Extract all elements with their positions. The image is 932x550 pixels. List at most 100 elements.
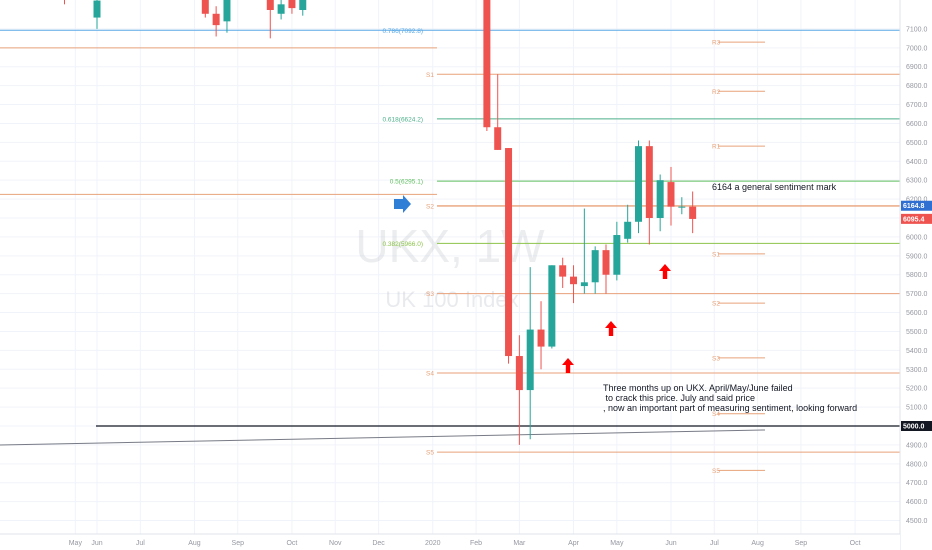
candle-down — [201, 0, 209, 14]
time-tick-label: May — [69, 540, 83, 547]
candle-down — [570, 276, 578, 285]
candle-down — [266, 0, 274, 10]
time-axis-background — [0, 534, 900, 550]
candle-down — [537, 329, 545, 347]
pivot-label: S5 — [426, 450, 434, 457]
candle-down — [505, 148, 513, 357]
fib-label: 0.786(7092.8) — [383, 28, 423, 35]
candle-up — [678, 206, 686, 208]
time-tick-label: Jul — [136, 540, 145, 547]
time-tick-label: Feb — [470, 540, 482, 547]
candle-up — [591, 250, 599, 283]
price-tick-label: 6300.0 — [906, 178, 928, 185]
candle-up — [93, 0, 101, 18]
candle-down — [515, 356, 523, 391]
candles-layer — [64, 0, 697, 445]
price-tick-label: 5600.0 — [906, 310, 928, 317]
pivot-label: S4 — [426, 371, 434, 378]
time-tick-label: Mar — [513, 540, 526, 547]
level-lines-layer: S1 S2 S3 S4 S5 R3 R2 R1 S1 S2 S3 S4 S5 0.786(7092.8) 0… — [0, 28, 900, 475]
time-tick-label: Aug — [188, 540, 201, 547]
pivot-label-right: R2 — [712, 89, 721, 96]
candle-up — [613, 235, 621, 275]
current-price-badge-bg — [901, 200, 932, 211]
pivot-label: S2 — [426, 204, 434, 211]
fib-label: 0.618(6624.2) — [383, 116, 423, 123]
price-tick-label: 5700.0 — [906, 291, 928, 298]
pivot-label-right: S1 — [712, 251, 720, 258]
candle-up — [635, 146, 642, 222]
price-tick-label: 4500.0 — [906, 518, 928, 525]
price-axis[interactable]: 4500.0 4600.0 4700.0 4800.0 4900.0 5000.0 5100… — [899, 0, 932, 550]
time-tick-label: Oct — [850, 540, 861, 547]
price-tick-label: 5100.0 — [906, 405, 928, 412]
candle-down — [602, 250, 610, 275]
pivot-label-right: S3 — [712, 355, 720, 362]
instrument-name-watermark: UK 100 Index — [385, 287, 518, 312]
time-tick-label: May — [610, 540, 624, 547]
time-tick-label: Jun — [91, 540, 102, 547]
time-tick-label: Dec — [372, 540, 385, 547]
arrows-layer — [394, 195, 671, 373]
time-tick-label: Sep — [232, 540, 245, 547]
time-tick-label: Sep — [795, 540, 808, 547]
price-axis-background — [900, 0, 932, 550]
time-tick-label: Jul — [710, 540, 719, 547]
pivot-label-right: S2 — [712, 301, 720, 308]
time-tick-label: Apr — [568, 540, 580, 547]
pivot-label: S1 — [426, 72, 434, 79]
price-tick-label: 5500.0 — [906, 329, 928, 336]
close-price-badge-bg — [901, 213, 932, 224]
pivot-label-right: R3 — [712, 40, 721, 47]
pivot-label-right: R1 — [712, 144, 721, 151]
price-tick-label: 5300.0 — [906, 367, 928, 374]
candle-down — [645, 146, 653, 218]
note-line-3: , now an important part of measuring sen… — [603, 403, 857, 413]
price-tick-label: 6400.0 — [906, 159, 928, 166]
candle-down — [288, 0, 296, 9]
level-5000-badge-bg — [901, 421, 932, 431]
up-arrow-icon — [605, 321, 617, 336]
pivot-label-right: S5 — [712, 468, 720, 475]
candle-up — [299, 0, 307, 10]
up-arrow-icon — [659, 264, 671, 279]
price-tick-label: 7000.0 — [906, 45, 928, 52]
price-tick-label: 6800.0 — [906, 83, 928, 90]
right-arrow-icon — [394, 195, 411, 213]
level-5000-badge: 5000.0 — [903, 424, 925, 431]
time-tick-label: 2020 — [425, 540, 441, 547]
price-tick-label: 5400.0 — [906, 348, 928, 355]
symbol-watermark: UKX, 1W — [355, 220, 545, 272]
price-tick-label: 4600.0 — [906, 499, 928, 506]
candle-up — [624, 221, 632, 239]
candle-down — [483, 0, 491, 128]
time-axis[interactable]: May Jun Jul Aug Sep Oct Nov Dec 2020 Feb Mar Apr May… — [0, 533, 900, 550]
candle-up — [656, 180, 664, 218]
candle-up — [277, 4, 285, 14]
close-price-badge: 6095.4 — [903, 216, 925, 223]
grid-layer — [0, 0, 900, 534]
fib-label: 0.382(5966.0) — [383, 241, 423, 248]
price-tick-label: 6900.0 — [906, 64, 928, 71]
candle-down — [559, 265, 567, 277]
candle-down — [212, 13, 220, 26]
price-tick-label: 6700.0 — [906, 102, 928, 109]
current-price-badge: 6164.8 — [903, 203, 925, 210]
fib-label: 0.5(6295.1) — [390, 179, 423, 186]
price-tick-label: 4900.0 — [906, 442, 928, 449]
time-tick-label: Nov — [329, 540, 342, 547]
price-tick-label: 7100.0 — [906, 26, 928, 33]
pivot-label-right: S4 — [712, 411, 720, 418]
pivot-label: S3 — [426, 291, 434, 298]
note-line-1: Three months up on UKX. April/May/June f… — [603, 383, 793, 393]
time-tick-label: Aug — [751, 540, 764, 547]
candle-up — [548, 265, 556, 347]
time-tick-label: Oct — [286, 540, 297, 547]
candle-down — [494, 127, 502, 150]
candle-up — [223, 0, 231, 22]
candle-down — [667, 182, 675, 207]
up-arrow-icon — [562, 358, 574, 373]
candle-up — [526, 329, 534, 391]
price-tick-label: 6200.0 — [906, 197, 928, 204]
